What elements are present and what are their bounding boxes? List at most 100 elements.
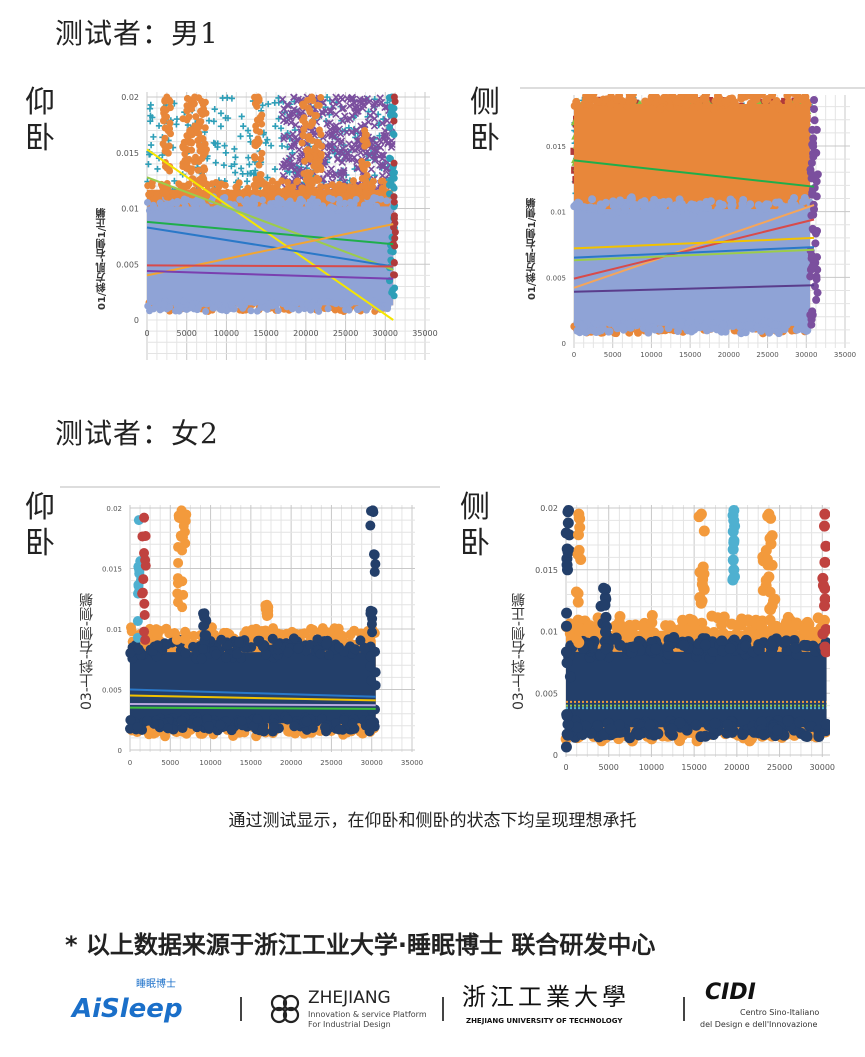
scatter-point xyxy=(390,93,398,101)
scatter-point xyxy=(300,114,308,122)
scatter-point xyxy=(146,307,154,315)
scatter-point xyxy=(575,103,584,112)
scatter-point xyxy=(335,200,343,208)
scatter-point xyxy=(314,198,322,206)
scatter-point xyxy=(304,201,312,209)
scatter-point xyxy=(201,630,212,641)
scatter-point xyxy=(175,530,186,541)
scatter-point xyxy=(187,138,195,146)
scatter-point xyxy=(709,105,718,114)
scatter-point xyxy=(181,150,189,158)
scatter-point xyxy=(701,95,710,104)
scatter-point xyxy=(332,110,340,119)
scatter-point xyxy=(772,97,781,106)
scatter-point xyxy=(803,100,812,109)
scatter-point xyxy=(289,201,297,209)
x-tick-label: 10000 xyxy=(214,329,239,338)
scatter-point xyxy=(333,623,344,634)
data-points xyxy=(144,93,399,316)
scatter-point xyxy=(180,626,191,637)
scatter-point xyxy=(688,96,697,105)
scatter-point xyxy=(346,183,354,191)
scatter-point xyxy=(306,153,314,161)
scatter-point xyxy=(283,647,294,658)
scatter-point xyxy=(303,172,311,180)
scatter-point xyxy=(694,102,703,111)
scatter-point xyxy=(145,161,152,168)
scatter-point xyxy=(612,95,621,104)
scatter-point xyxy=(323,170,331,178)
scatter-point xyxy=(179,634,190,645)
scatter-point xyxy=(147,118,154,125)
scatter-point xyxy=(638,318,647,327)
scatter-point xyxy=(336,130,345,138)
scatter-point xyxy=(807,158,816,167)
scatter-point xyxy=(775,198,784,207)
x-tick-label: 5000 xyxy=(604,351,622,359)
scatter-point xyxy=(323,649,334,660)
scatter-point xyxy=(605,327,614,336)
x-tick-label: 0 xyxy=(572,351,576,359)
scatter-point xyxy=(253,116,261,124)
scatter-point xyxy=(254,93,262,101)
scatter-point xyxy=(298,139,306,147)
scatter-cloud xyxy=(130,652,376,724)
x-tick-label: 20000 xyxy=(293,329,318,338)
scatter-point xyxy=(149,204,157,212)
scatter-point xyxy=(390,131,398,139)
scatter-point xyxy=(251,299,259,307)
scatter-point xyxy=(664,620,676,632)
scatter-point xyxy=(278,95,287,104)
y-tick-label: 0.02 xyxy=(121,93,139,102)
scatter-point xyxy=(232,169,239,176)
scatter-point xyxy=(330,204,338,212)
scatter-point xyxy=(664,324,673,333)
scatter-point xyxy=(222,149,229,156)
scatter-point xyxy=(260,649,271,660)
scatter-point xyxy=(810,173,819,182)
scatter-point xyxy=(180,648,191,659)
scatter-point xyxy=(311,144,319,152)
scatter-point xyxy=(197,643,208,654)
y-tick-label: 0.005 xyxy=(116,260,139,269)
scatter-point xyxy=(326,106,335,115)
scatter-point xyxy=(221,652,232,663)
scatter-point xyxy=(196,142,204,150)
scatter-point xyxy=(280,105,288,113)
trendline xyxy=(573,218,815,280)
scatter-point xyxy=(372,194,380,202)
scatter-point xyxy=(261,599,272,610)
scatter-point xyxy=(317,150,325,158)
scatter-point xyxy=(745,321,754,330)
scatter-point xyxy=(337,632,348,643)
scatter-point xyxy=(670,320,679,329)
scatter-point xyxy=(351,146,359,154)
scatter-point xyxy=(268,721,279,732)
scatter-point xyxy=(757,326,766,335)
scatter-point xyxy=(197,117,205,125)
y-tick-label: 0 xyxy=(562,340,566,348)
scatter-point xyxy=(295,306,303,314)
scatter-point xyxy=(761,201,770,210)
scatter-point xyxy=(252,167,259,174)
scatter-point xyxy=(308,118,316,126)
scatter-point xyxy=(312,634,323,645)
scatter-point xyxy=(391,234,399,242)
scatter-point xyxy=(369,566,380,577)
scatter-point xyxy=(806,272,815,281)
scatter-point xyxy=(183,158,191,166)
scatter-point xyxy=(360,201,368,209)
trendline xyxy=(573,248,815,262)
scatter-point xyxy=(260,203,268,211)
scatter-point xyxy=(572,97,581,106)
x-tick-label: 10000 xyxy=(199,759,221,767)
scatter-point xyxy=(384,140,392,148)
scatter-point xyxy=(340,182,348,190)
scatter-point xyxy=(146,105,154,112)
scatter-point xyxy=(240,123,247,130)
scatter-point xyxy=(324,152,332,160)
scatter-point xyxy=(296,195,304,203)
y-tick-label: 0.005 xyxy=(546,274,566,282)
scatter-point xyxy=(195,188,203,196)
scatter-point xyxy=(171,177,178,185)
